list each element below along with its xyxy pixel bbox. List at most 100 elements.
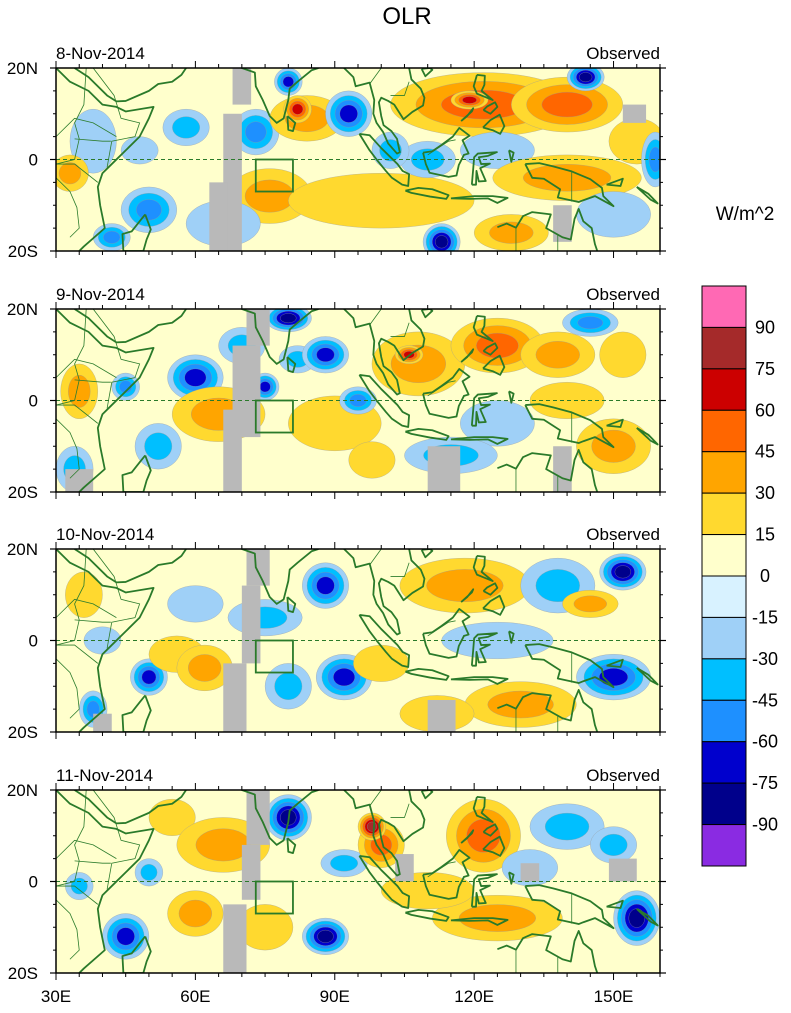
coastline-luzon <box>472 314 494 342</box>
coastline-newbritain <box>606 418 624 428</box>
y-tick-label: 20S <box>8 483 38 502</box>
coastline-sumatra <box>358 854 411 909</box>
colorbar-tick-label: -30 <box>752 649 778 669</box>
border-line <box>56 658 80 719</box>
anomaly-contour <box>187 654 222 682</box>
anomaly-16 <box>562 589 619 618</box>
missing-data-patch <box>241 844 261 900</box>
y-tick-label: 20S <box>8 242 38 261</box>
coastline-luzon <box>472 554 494 582</box>
colorbar-tick-label: -45 <box>752 690 778 710</box>
colorbar-tick-label: 60 <box>755 400 775 420</box>
coastline-africa <box>56 790 155 973</box>
coastline-newbritain <box>606 899 624 909</box>
border-line <box>56 68 87 165</box>
coastline-java <box>405 427 450 441</box>
border-line <box>369 790 382 807</box>
panel-date: 10-Nov-2014 <box>56 525 154 544</box>
colorbar-swatch <box>701 699 747 743</box>
colorbar-tick-label: 90 <box>755 317 775 337</box>
coastline-mindanao <box>482 835 506 857</box>
coastline-java <box>405 908 450 922</box>
coastline-mindanao <box>482 594 506 616</box>
anomaly-7 <box>264 309 312 333</box>
panel-date: 8-Nov-2014 <box>56 44 145 63</box>
coastline-sumatra <box>358 613 411 668</box>
colorbar-tick-label: 15 <box>755 525 775 545</box>
colorbar-tick-label: -90 <box>752 815 778 835</box>
coastline-palawan <box>460 588 475 603</box>
anomaly-contour <box>599 833 628 856</box>
anomaly-contour <box>522 164 612 192</box>
anomaly-15 <box>450 317 545 374</box>
missing-data-patch <box>553 446 572 492</box>
coastline-luzon <box>472 795 494 823</box>
anomaly-contour <box>148 798 196 836</box>
panel-date: 11-Nov-2014 <box>56 766 153 785</box>
coastline-africa <box>56 68 155 251</box>
coastline-newguinea <box>524 643 615 689</box>
colorbar-tick-label: 30 <box>755 483 775 503</box>
anomaly-contour <box>317 929 334 943</box>
colorbar: -90 -75 -60 -45 -30 -15 0 15 30 45 60 75 90 <box>701 285 778 867</box>
border-line <box>390 81 410 96</box>
coastlines <box>56 790 659 973</box>
coastline-sulawesi <box>470 632 498 667</box>
border-line <box>92 68 141 168</box>
y-tick-label: 20S <box>8 964 38 983</box>
anomaly-4 <box>148 798 196 836</box>
anomaly-contour <box>599 331 647 378</box>
y-tick-label: 0 <box>29 632 38 651</box>
coastline-australia <box>497 930 599 973</box>
coastline-sulawesi <box>470 392 498 427</box>
coastline-india <box>227 68 319 124</box>
missing-data-patch <box>520 863 540 882</box>
coastline-visayas <box>482 823 499 837</box>
anomaly-field <box>56 309 660 492</box>
panel-date: 9-Nov-2014 <box>56 285 145 304</box>
coastline-borneo <box>422 368 471 419</box>
x-tick-label: 150E <box>594 987 634 1006</box>
missing-data-patch <box>223 663 247 732</box>
coastline-australia <box>497 449 599 492</box>
coastline-visayas <box>482 101 499 115</box>
panel-3: 20N 0 20S 10-Nov-2014 Observed <box>7 525 666 742</box>
anomaly-19 <box>566 68 605 92</box>
coastline-palawan <box>460 348 475 363</box>
coastline-borneo <box>422 849 471 900</box>
coastline-java <box>405 186 450 200</box>
anomaly-contour <box>316 576 335 595</box>
anomaly-3 <box>134 858 164 887</box>
colorbar-tick-label: -60 <box>752 732 778 752</box>
colorbar-swatch <box>701 285 747 328</box>
border-line <box>56 358 117 378</box>
coastline-halmahera <box>508 149 515 163</box>
anomaly-8 <box>227 599 303 637</box>
anomaly-contour <box>579 72 593 83</box>
reference-box <box>254 399 294 434</box>
coastline-visayas <box>482 582 499 596</box>
coastline-australia <box>497 208 599 251</box>
anomaly-10 <box>274 68 303 96</box>
missing-data-patch <box>246 309 270 346</box>
border-line <box>74 619 111 623</box>
country-borders <box>56 68 573 251</box>
colorbar-swatch <box>701 534 747 577</box>
coastlines <box>56 309 659 492</box>
anomaly-contour <box>244 179 295 213</box>
panel-source-label: Observed <box>586 766 660 785</box>
coastline-africa <box>56 549 155 732</box>
y-tick-label: 20N <box>7 540 38 559</box>
reference-box <box>254 880 294 915</box>
anomaly-18 <box>576 653 651 701</box>
coastline-madagascar <box>121 694 152 732</box>
colorbar-swatch <box>701 575 747 618</box>
panel-4: 20N 0 20S 11-Nov-2014 Observed 30E 60E 90E 120E 1… <box>7 766 666 1006</box>
coastline-newguinea <box>524 403 615 449</box>
anomaly-16 <box>520 331 596 378</box>
coastline-visayas <box>482 342 499 356</box>
anomaly-5 <box>162 108 210 147</box>
anomaly-24 <box>473 214 549 251</box>
border-line <box>369 549 382 566</box>
colorbar-tick-label: 75 <box>755 359 775 379</box>
